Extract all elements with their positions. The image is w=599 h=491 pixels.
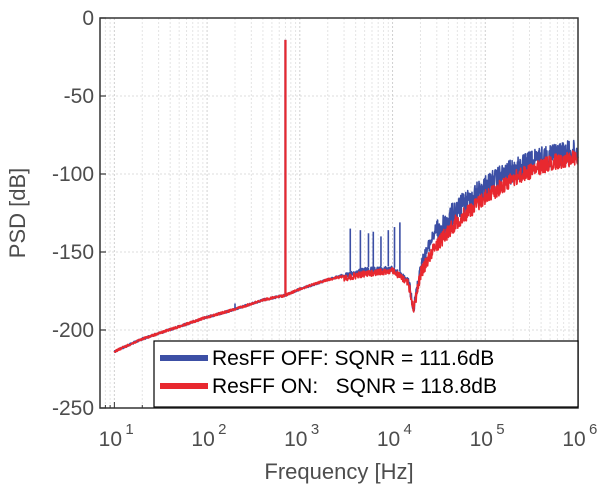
- x-tick-exponent: 6: [589, 421, 597, 438]
- x-tick-exponent: 2: [218, 421, 226, 438]
- x-tick-exponent: 4: [404, 421, 412, 438]
- series-line-1: [113, 150, 579, 353]
- y-tick-label: -200: [52, 319, 94, 342]
- legend-box: [153, 340, 579, 408]
- x-tick-labels: 10 1 10 2 10 3 10 4 10 5 10 6: [99, 421, 598, 451]
- x-tick-label: 10: [99, 428, 122, 451]
- x-tick-label: 10: [191, 428, 214, 451]
- legend-label-off: ResFF OFF: SQNR = 111.6dB: [212, 347, 494, 370]
- series-lines: [113, 39, 579, 353]
- x-tick-exponent: 3: [311, 421, 319, 438]
- legend: ResFF OFF: SQNR = 111.6dB ResFF ON: SQNR…: [153, 340, 579, 408]
- y-tick-label: -50: [64, 85, 94, 108]
- legend-label-on: ResFF ON: SQNR = 118.8dB: [212, 375, 497, 398]
- x-axis-label: Frequency [Hz]: [264, 459, 413, 484]
- x-tick-label: 10: [284, 428, 307, 451]
- x-tick-label: 10: [470, 428, 493, 451]
- y-tick-labels: 0 -50 -100 -150 -200 -250: [52, 7, 94, 420]
- y-tick-label: -150: [52, 241, 94, 264]
- y-tick-label: 0: [82, 7, 94, 30]
- x-tick-label: 10: [377, 428, 400, 451]
- plot-frame: [99, 17, 579, 409]
- y-tick-label: -100: [52, 163, 94, 186]
- y-tick-label: -250: [52, 397, 94, 420]
- y-axis-label: PSD [dB]: [5, 168, 30, 258]
- series-line-0: [113, 139, 579, 353]
- x-tick-exponent: 1: [125, 421, 133, 438]
- x-tick-exponent: 5: [496, 421, 504, 438]
- x-tick-label: 10: [562, 428, 585, 451]
